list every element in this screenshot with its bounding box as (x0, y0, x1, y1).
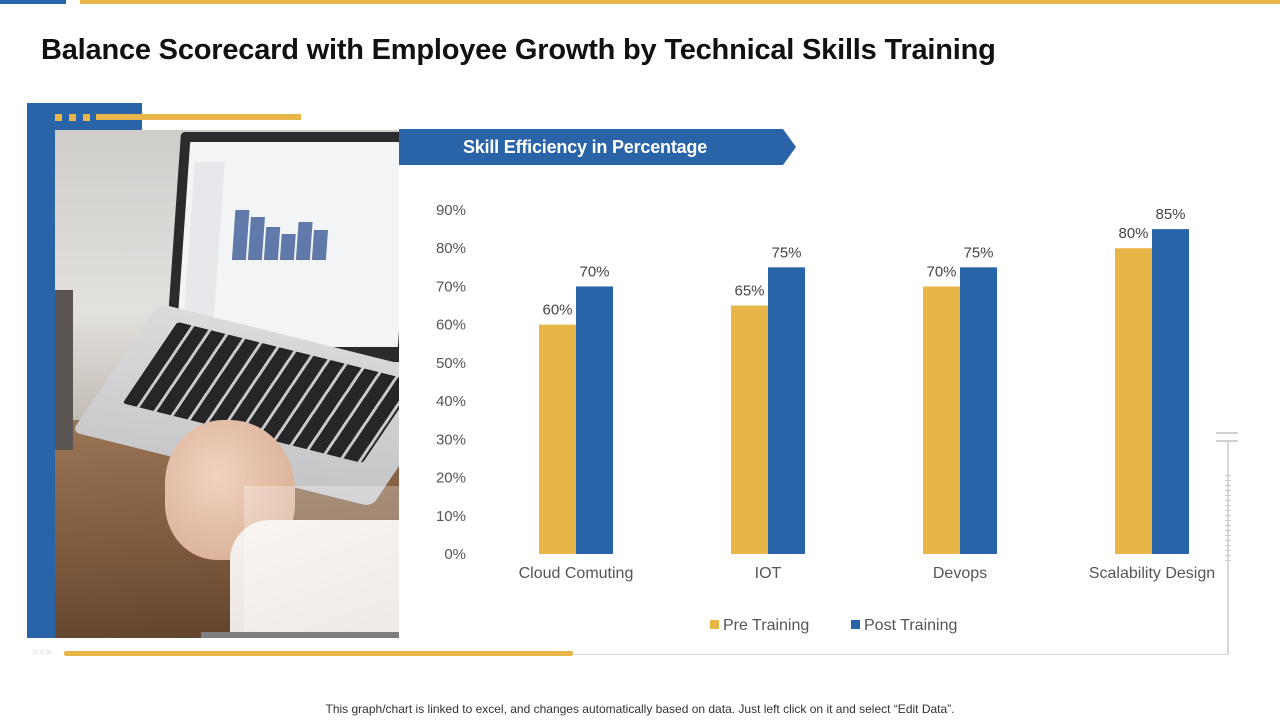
y-tick-label: 10% (436, 508, 466, 525)
chart-banner (399, 129, 796, 165)
footnote: This graph/chart is linked to excel, and… (325, 702, 955, 716)
bar (731, 305, 768, 554)
legend-swatch (710, 620, 719, 629)
x-tick-label: Devops (933, 565, 987, 582)
decor-dot (69, 114, 76, 121)
data-label: 70% (579, 263, 609, 280)
y-tick-label: 0% (444, 546, 466, 563)
legend-label: Pre Training (723, 617, 809, 634)
bar (768, 267, 805, 554)
x-tick-label: IOT (755, 565, 782, 582)
x-tick-label: Scalability Design (1089, 565, 1215, 582)
data-label: 80% (1118, 225, 1148, 242)
data-label: 65% (734, 283, 764, 300)
data-label: 60% (542, 302, 572, 319)
y-tick-label: 60% (436, 317, 466, 334)
bar (1152, 229, 1189, 554)
decor-line (1216, 432, 1238, 434)
y-tick-label: 30% (436, 431, 466, 448)
decor-ticks (1225, 475, 1231, 565)
y-tick-label: 40% (436, 393, 466, 410)
bar (960, 267, 997, 554)
top-accent-blue (0, 0, 66, 4)
decor-dot (83, 114, 90, 121)
y-tick-label: 50% (436, 355, 466, 372)
decor-gold-line (64, 651, 573, 656)
legend-label: Post Training (864, 617, 957, 634)
y-tick-label: 80% (436, 240, 466, 257)
data-label: 75% (963, 244, 993, 261)
chart-banner-title: Skill Efficiency in Percentage (462, 137, 708, 157)
photo-frame-gold-line (96, 114, 301, 120)
y-tick-label: 70% (436, 278, 466, 295)
y-tick-label: 20% (436, 470, 466, 487)
data-label: 85% (1155, 206, 1185, 223)
bar (1115, 248, 1152, 554)
data-label: 70% (926, 263, 956, 280)
top-accent-gold (80, 0, 1280, 4)
y-tick-label: 90% (436, 202, 466, 219)
x-tick-label: Cloud Comuting (519, 565, 634, 582)
decor-arrows: ○○» (32, 647, 53, 658)
bar (923, 286, 960, 554)
bar (576, 286, 613, 554)
bar (539, 324, 576, 554)
slide-title: Balance Scorecard with Employee Growth b… (41, 34, 996, 66)
laptop-photo (55, 130, 399, 638)
legend-swatch (851, 620, 860, 629)
data-label: 75% (771, 244, 801, 261)
decor-dot (55, 114, 62, 121)
decor-line (64, 654, 1228, 655)
